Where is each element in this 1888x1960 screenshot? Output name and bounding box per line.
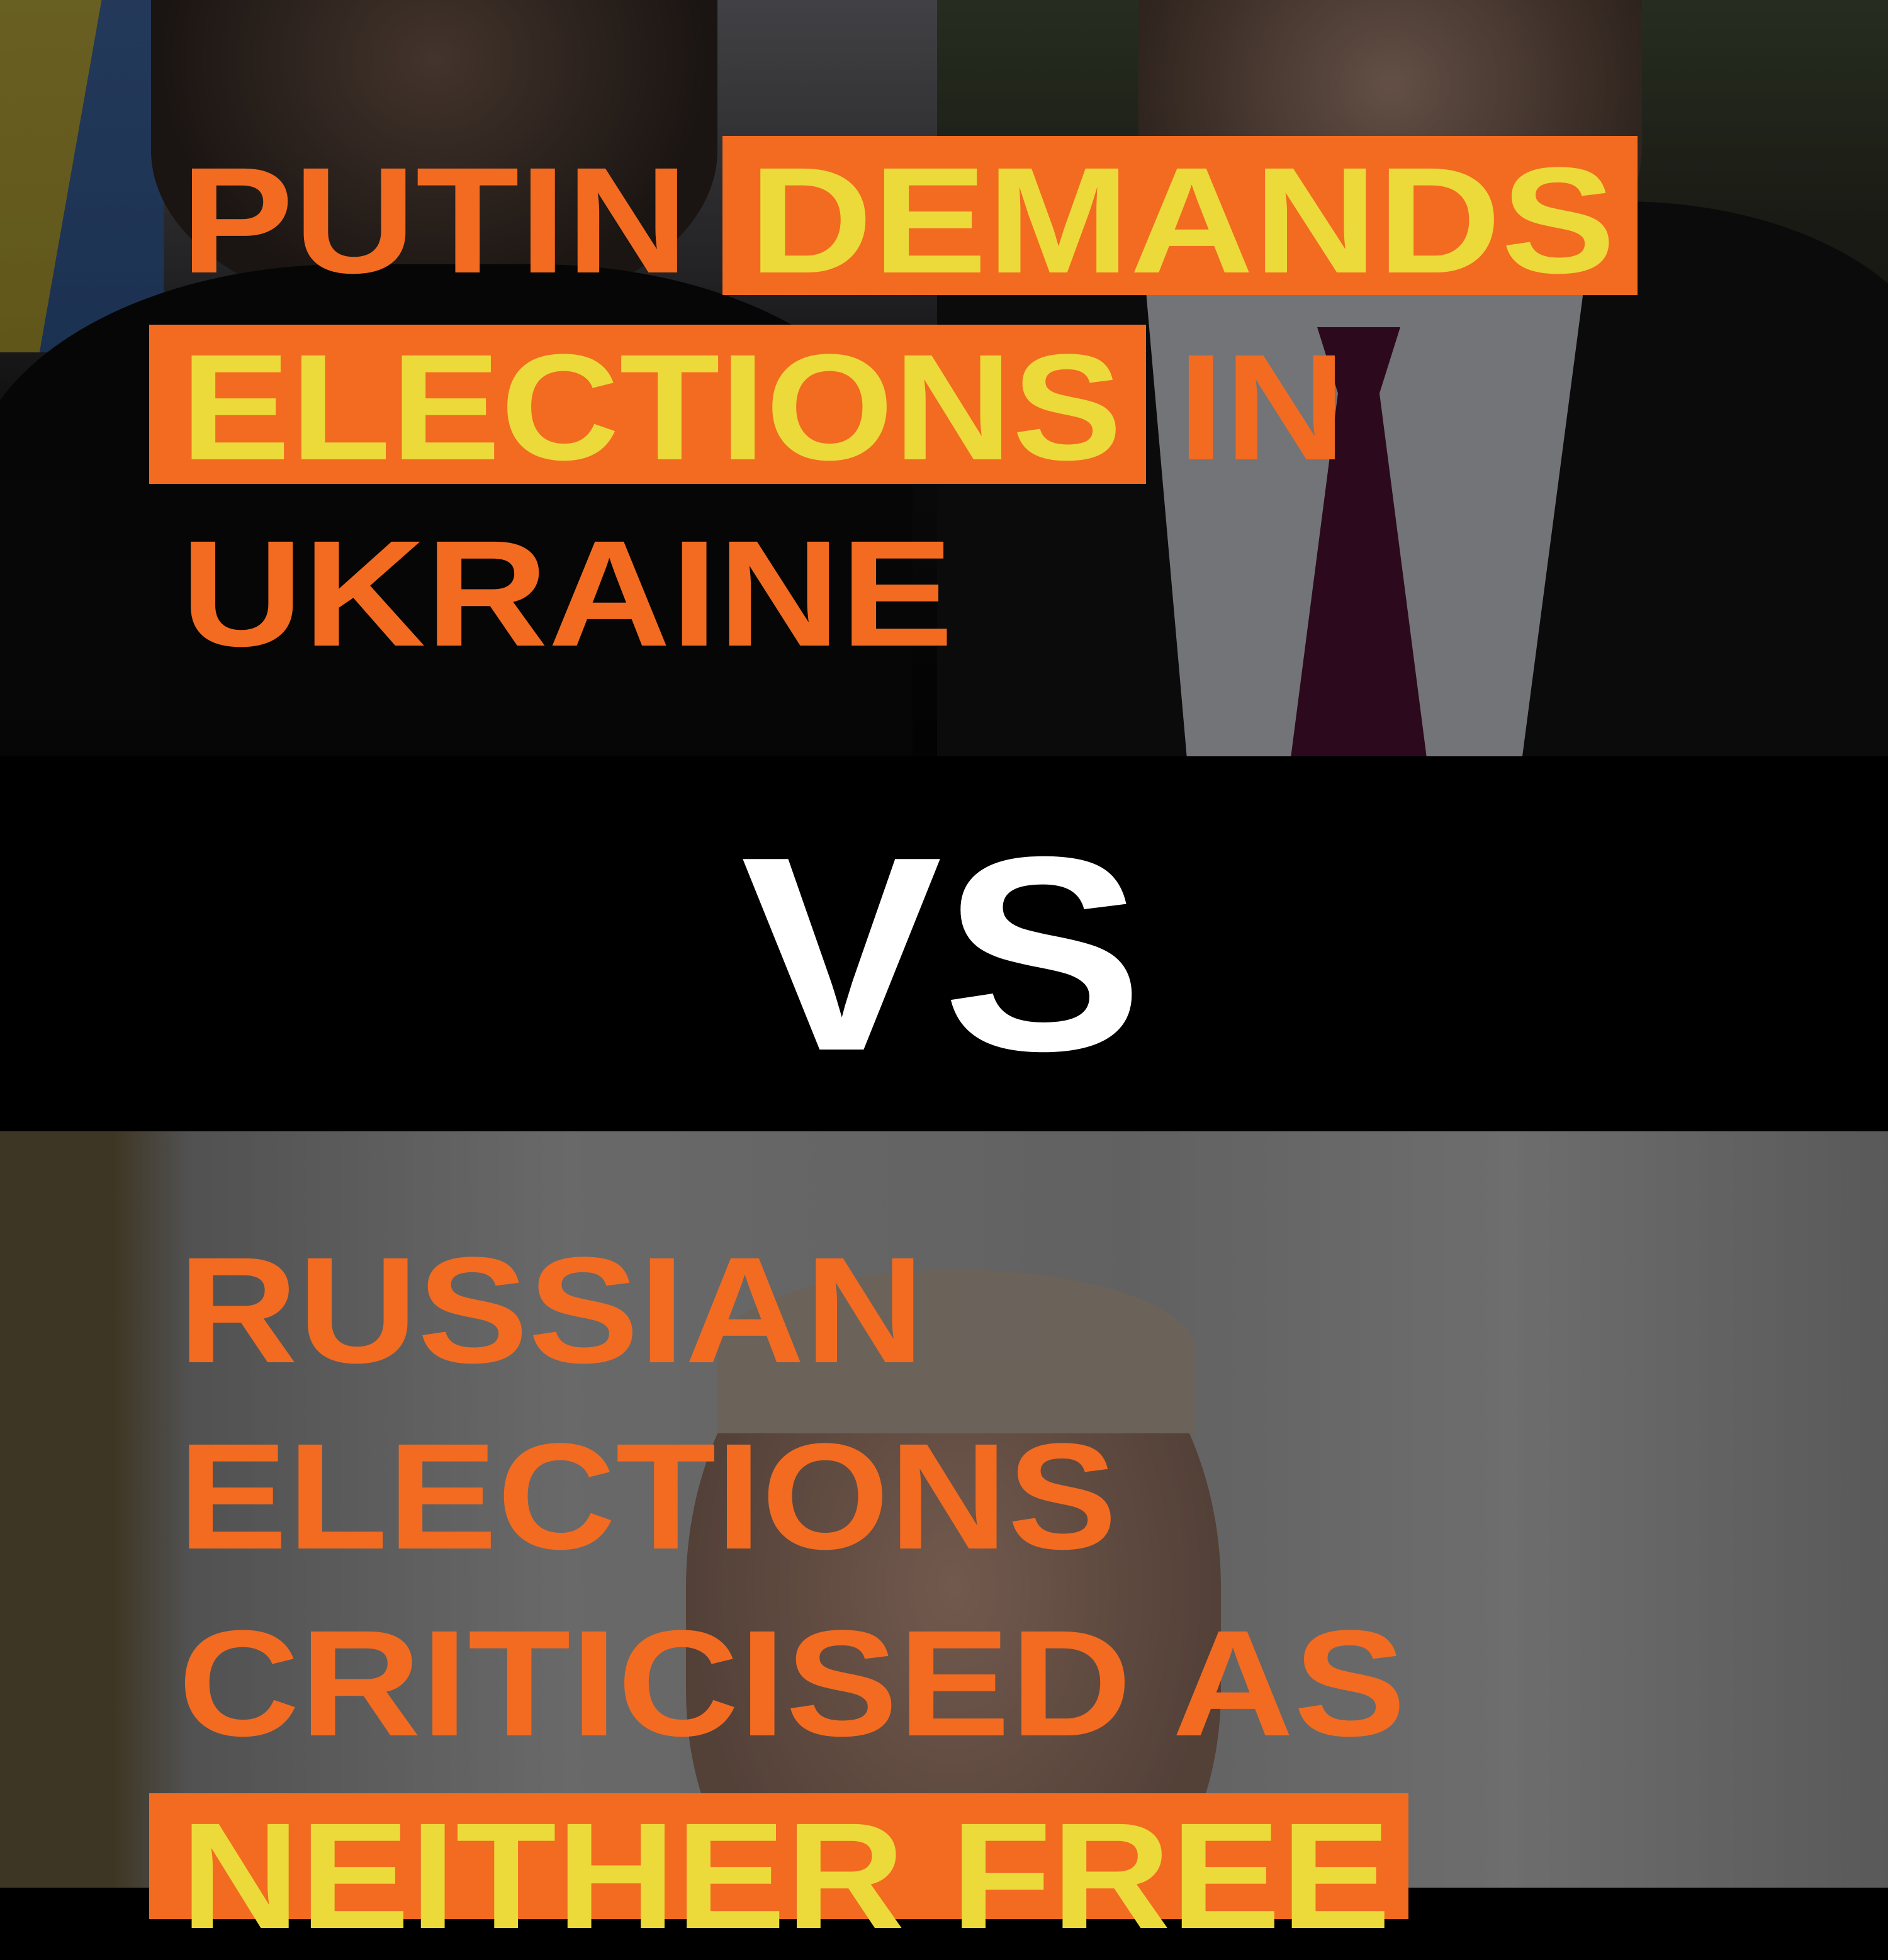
photo-overlay (0, 1131, 1888, 1888)
headline-word-in: IN (1177, 323, 1346, 491)
headline-word-putin: PUTIN (181, 136, 688, 305)
bottom-headline-line3: CRITICISED AS (178, 1599, 1406, 1767)
photo-bottom (0, 1131, 1888, 1888)
flag-shape (0, 0, 164, 352)
vs-label: VS (741, 800, 1143, 1109)
bottom-headline-line1: RUSSIAN (178, 1226, 924, 1394)
bottom-headline-line4: NEITHER FREE (181, 1791, 1391, 1960)
face-shape (151, 0, 717, 315)
highlight-box-demands (722, 136, 1638, 295)
highlight-box-elections (149, 325, 1146, 484)
hair-shape (717, 1270, 1196, 1433)
headline-word-ukraine: UKRAINE (181, 509, 953, 678)
headline-word-elections: ELECTIONS (181, 323, 1122, 491)
divider-band (0, 756, 1888, 1131)
bottom-headline-line2: ELECTIONS (178, 1412, 1117, 1581)
headline-word-demands: DEMANDS (749, 136, 1615, 305)
